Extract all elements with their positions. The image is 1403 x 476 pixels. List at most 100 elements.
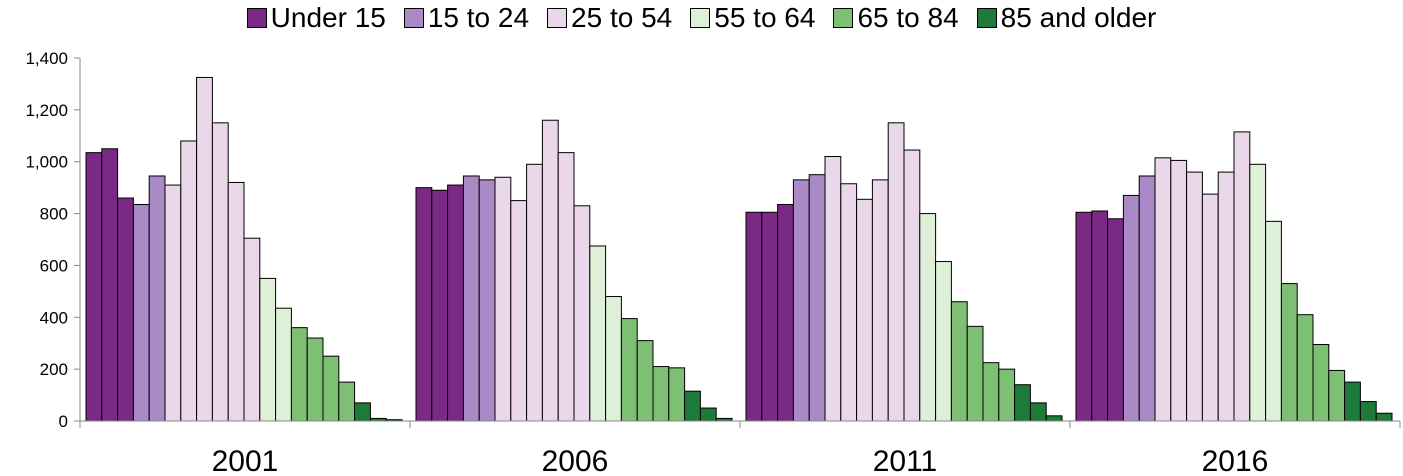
bar — [132, 203, 150, 422]
bar — [998, 368, 1016, 422]
legend-swatch — [976, 8, 997, 28]
legend-label: 85 and older — [1000, 2, 1157, 33]
bar — [164, 184, 182, 422]
bar — [605, 296, 622, 422]
bar — [85, 152, 103, 422]
x-axis: 2001 2006 2011 2016 — [79, 420, 1401, 476]
bar — [275, 307, 292, 422]
bar — [1233, 131, 1251, 422]
bars — [85, 76, 1393, 422]
bar — [447, 184, 464, 422]
legend-label: 25 to 54 — [571, 2, 673, 33]
bar — [1075, 211, 1093, 422]
bar — [1154, 157, 1172, 422]
y-tick-label: 1,000 — [25, 153, 68, 172]
bar — [415, 187, 433, 422]
y-tick-label: 0 — [59, 412, 68, 431]
bar — [1045, 415, 1063, 422]
legend-item: 55 to 64 — [690, 2, 815, 34]
bar — [1217, 171, 1235, 422]
bar — [541, 119, 559, 422]
legend-label: 55 to 64 — [714, 2, 816, 33]
x-group-label: 2011 — [873, 445, 938, 476]
bar — [1014, 384, 1031, 422]
y-tick-label: 600 — [40, 256, 68, 275]
bar — [1122, 194, 1140, 422]
bar — [935, 261, 952, 422]
bar — [322, 355, 340, 422]
bar — [510, 200, 528, 422]
bar — [1107, 218, 1124, 422]
bar — [684, 390, 701, 422]
bar — [557, 152, 575, 422]
y-axis: 0 200 400 600 800 1,000 1,200 1,400 — [25, 49, 81, 431]
bar — [1170, 159, 1188, 422]
bar — [792, 179, 810, 422]
bar — [668, 367, 686, 422]
legend-label: 65 to 84 — [857, 2, 959, 33]
bar — [101, 148, 119, 422]
bar — [306, 337, 324, 422]
y-tick-label: 800 — [40, 205, 68, 224]
bar — [1328, 369, 1346, 422]
legend-swatch — [246, 8, 267, 28]
bar — [966, 325, 984, 422]
bar — [1375, 412, 1393, 422]
y-tick-label: 1,200 — [25, 101, 68, 120]
bar — [1344, 381, 1361, 422]
y-tick-label: 400 — [40, 308, 68, 327]
bar — [354, 402, 371, 422]
y-tick-label: 1,400 — [25, 49, 68, 68]
y-tick-label: 200 — [40, 360, 68, 379]
bar — [1265, 220, 1282, 422]
bar — [431, 189, 449, 422]
bar — [259, 277, 277, 422]
legend-swatch — [833, 8, 854, 28]
bar — [1201, 193, 1219, 422]
bar — [462, 175, 480, 422]
bar — [1029, 402, 1047, 422]
legend-item: Under 15 — [246, 2, 386, 34]
bar — [699, 407, 717, 422]
bar — [636, 340, 654, 422]
chart-legend: Under 15 15 to 24 25 to 54 55 to 64 65 to 84… — [0, 2, 1403, 34]
bar — [777, 203, 794, 422]
bar — [652, 366, 670, 422]
legend-item: 65 to 84 — [833, 2, 959, 34]
bar — [196, 76, 213, 422]
x-group-label: 2001 — [212, 445, 279, 476]
bar — [982, 362, 1000, 422]
bar — [526, 163, 543, 422]
bar — [840, 183, 858, 422]
legend-swatch — [403, 8, 424, 28]
bar — [1296, 314, 1314, 422]
legend-item: 85 and older — [976, 2, 1157, 34]
bar — [243, 237, 261, 422]
bar — [494, 176, 512, 422]
bar — [620, 318, 638, 422]
bar — [761, 211, 779, 422]
bar — [227, 181, 245, 422]
bar — [211, 122, 229, 422]
legend-item: 25 to 54 — [547, 2, 672, 34]
bar — [1186, 171, 1203, 422]
bar — [1312, 344, 1330, 422]
bar — [871, 179, 889, 422]
bar — [1359, 401, 1377, 422]
bar — [745, 211, 763, 422]
bar — [589, 245, 607, 422]
x-group-label: 2006 — [542, 445, 609, 476]
bar — [808, 174, 826, 422]
bar — [290, 327, 308, 422]
bar — [887, 122, 905, 422]
legend-swatch — [547, 8, 568, 28]
bar — [824, 156, 842, 422]
legend-label: 15 to 24 — [427, 2, 530, 33]
bar — [1091, 210, 1109, 422]
legend-swatch — [690, 8, 711, 28]
bar — [919, 213, 937, 422]
bar — [903, 149, 921, 422]
bar — [148, 175, 166, 422]
bar — [1138, 175, 1156, 422]
